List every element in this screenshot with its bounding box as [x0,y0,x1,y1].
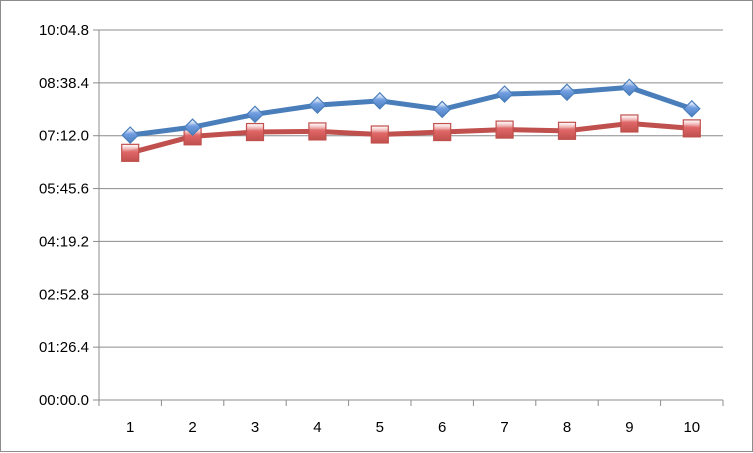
data-point [682,119,701,138]
x-tick-label: 5 [376,419,384,436]
y-tick-label: 01:26.4 [39,339,89,356]
data-point [121,126,140,144]
data-point [433,122,452,142]
data-point [308,96,327,114]
data-point [183,118,202,136]
x-tick-label: 3 [251,419,259,436]
data-point [246,105,264,124]
y-tick-label: 07:12.0 [39,128,89,145]
series-line [127,84,695,138]
x-tick-label: 1 [126,419,134,436]
data-point [682,99,701,118]
data-point [433,100,452,119]
data-point [558,83,576,102]
y-tick-label: 00:00.0 [39,392,89,409]
data-point [620,114,639,133]
series [121,78,701,162]
data-point [495,85,514,103]
y-tick-label: 04:19.2 [39,233,89,250]
x-tick-label: 6 [438,419,446,436]
data-point [370,125,389,144]
series-diamond [121,78,701,144]
y-tick-label: 08:38.4 [39,75,89,92]
series-line [127,120,695,156]
x-tick-label: 7 [500,419,508,436]
x-tick-label: 2 [188,419,196,436]
data-point [245,122,265,142]
data-point [370,91,389,110]
gridlines [99,29,723,348]
data-point [495,120,514,139]
data-point [121,143,140,162]
y-tick-label: 10:04.8 [39,22,89,39]
data-point [557,121,577,140]
y-tick-label: 02:52.8 [39,286,89,303]
x-tick-label: 4 [313,419,321,436]
y-tick-label: 05:45.6 [39,181,89,198]
data-point [620,78,639,97]
x-tick-label: 10 [683,419,700,436]
x-tick-labels: 1 2 3 4 5 6 7 8 9 10 [126,419,700,436]
data-point [308,122,327,141]
series-square [121,114,701,162]
axes [93,29,724,406]
y-tick-labels: 00:00.0 01:26.4 02:52.8 04:19.2 05:45.6 07:12… [39,22,89,409]
x-tick-label: 9 [625,419,633,436]
x-tick-label: 8 [563,419,571,436]
